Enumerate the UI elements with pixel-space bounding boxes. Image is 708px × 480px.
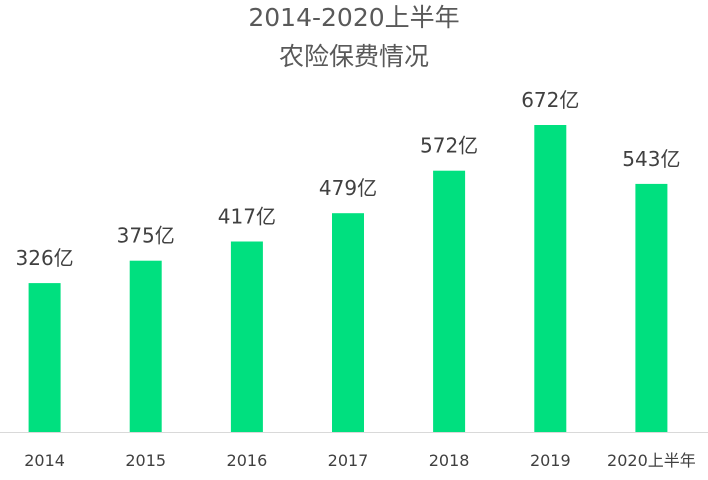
data-label-2018: 572亿	[420, 134, 478, 158]
x-tick-label-2016: 2016	[227, 451, 268, 470]
data-label-2020上半年: 543亿	[622, 147, 680, 171]
x-tick-label-2017: 2017	[328, 451, 369, 470]
x-tick-label-2018: 2018	[429, 451, 470, 470]
bar-2016	[230, 241, 263, 432]
bar-2014	[28, 283, 61, 432]
x-tick-label-2014: 2014	[24, 451, 65, 470]
x-tick-label-2015: 2015	[125, 451, 166, 470]
data-label-2015: 375亿	[117, 224, 175, 248]
chart-title-line-1: 2014-2020上半年	[248, 3, 460, 32]
data-label-2016: 417亿	[218, 205, 276, 229]
data-label-2019: 672亿	[521, 88, 579, 112]
x-tick-label-2020上半年: 2020上半年	[607, 451, 696, 470]
data-label-2014: 326亿	[16, 246, 74, 270]
bar-2017	[332, 213, 364, 432]
bar-2018	[433, 170, 466, 432]
data-label-2017: 479亿	[319, 176, 377, 200]
bar-2019	[534, 125, 567, 432]
bar-2020上半年	[635, 183, 668, 432]
chart-title-line-2: 农险保费情况	[278, 42, 429, 71]
bar-2015	[129, 260, 162, 432]
x-tick-label-2019: 2019	[530, 451, 571, 470]
